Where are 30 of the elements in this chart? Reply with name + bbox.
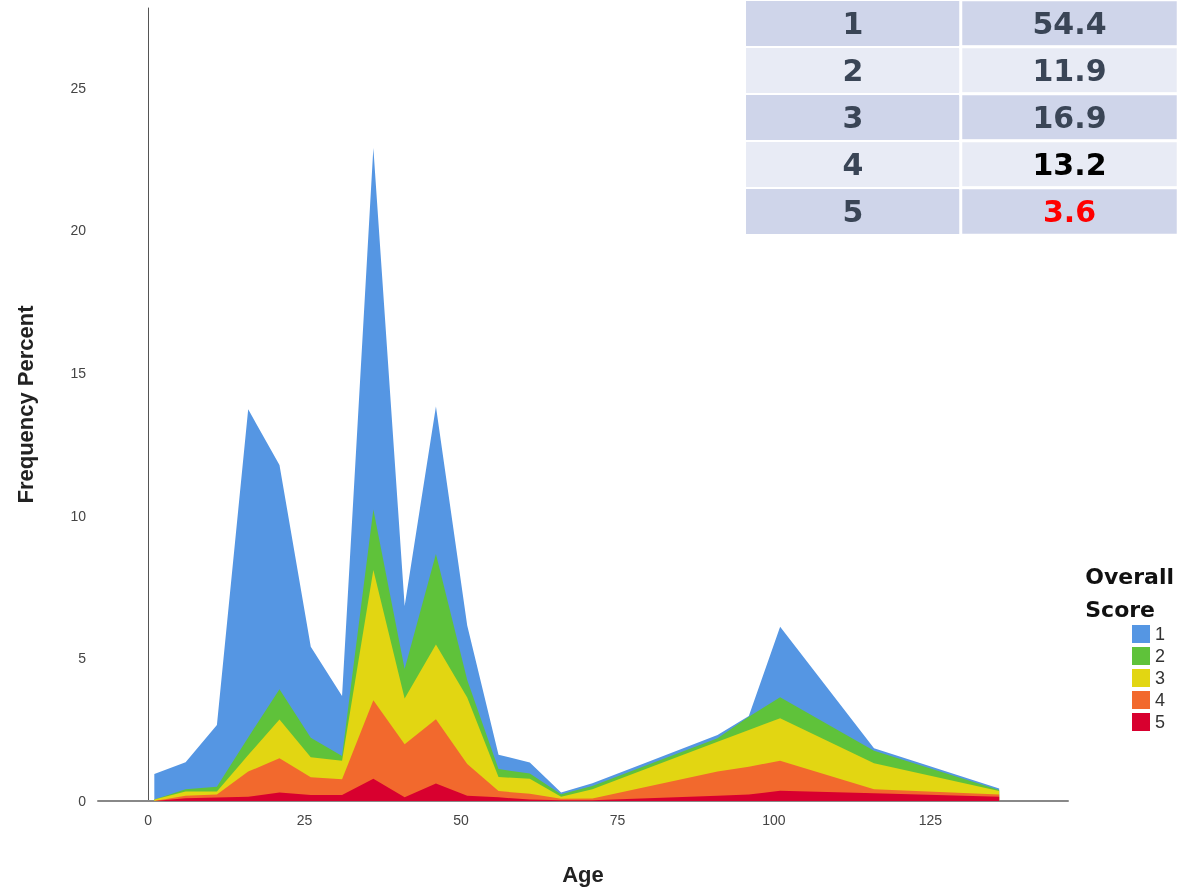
x-tick-label: 25 (296, 812, 313, 828)
y-tick-label: 5 (842, 194, 864, 229)
x-axis-title: Age (562, 861, 604, 887)
y-tick-label: 15 (70, 365, 87, 382)
y-tick-label: 2 (842, 53, 864, 88)
legend-label: 4 (1154, 690, 1165, 710)
x-tick-label: 75 (609, 812, 626, 828)
y-tick-label: 25 (70, 79, 87, 96)
x-tick-label: 50 (453, 812, 469, 828)
y-tick-label: 5 (78, 650, 87, 667)
legend-title: Overall Score (1085, 564, 1175, 622)
data-label: 16.9 (1032, 100, 1107, 135)
y-tick-label: 0 (78, 793, 87, 809)
legend-label: 1 (1154, 624, 1165, 644)
legend-label: 5 (1154, 712, 1165, 732)
y-tick-label: 4 (842, 147, 864, 182)
data-label: 13.2 (1032, 147, 1107, 182)
x-tick-label: 125 (918, 812, 943, 828)
data-label: 3.6 (1042, 194, 1097, 229)
data-label: 11.9 (1032, 53, 1107, 88)
x-tick-label: 100 (762, 812, 786, 828)
x-tick-label: 0 (144, 812, 153, 828)
y-axis-title: Frequency Percent (12, 304, 38, 504)
legend-label: 3 (1154, 668, 1165, 688)
y-tick-label: 10 (70, 507, 87, 524)
y-tick-label: 20 (70, 222, 87, 239)
y-tick-label: 1 (842, 6, 864, 41)
data-label: 54.4 (1032, 6, 1107, 41)
legend-label: 2 (1154, 646, 1165, 666)
y-tick-label: 3 (842, 100, 864, 135)
